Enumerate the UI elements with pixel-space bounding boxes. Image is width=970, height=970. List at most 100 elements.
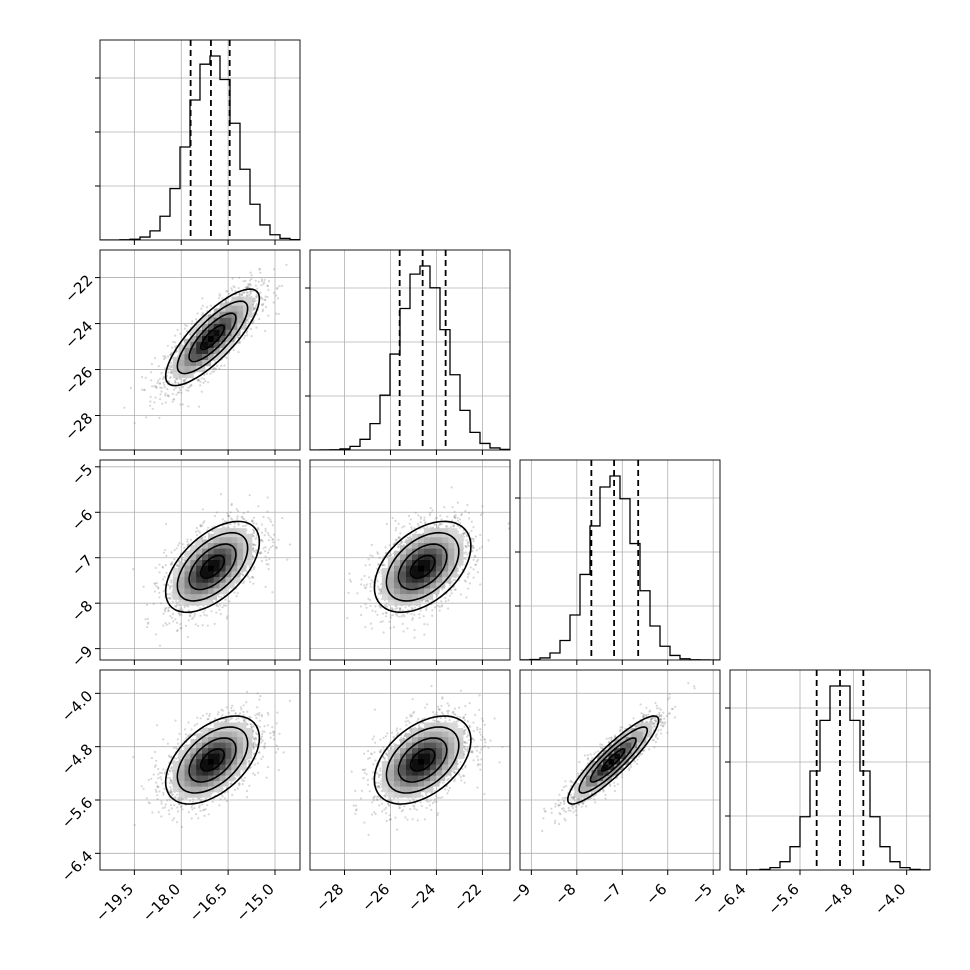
sample-point: [181, 386, 185, 389]
sample-point: [168, 593, 171, 596]
sample-point: [365, 606, 368, 609]
sample-point: [369, 590, 372, 593]
sample-point: [237, 351, 240, 354]
sample-point: [198, 378, 201, 381]
sample-point: [389, 616, 392, 619]
sample-point: [248, 293, 251, 297]
sample-point: [163, 583, 166, 586]
sample-point: [261, 310, 264, 313]
density-cell: [202, 568, 212, 578]
sample-point: [252, 547, 255, 550]
sample-point: [272, 268, 276, 271]
sample-point: [183, 606, 186, 609]
density-cell: [172, 568, 182, 578]
density-cell: [231, 326, 241, 336]
sample-point: [231, 277, 234, 280]
sample-point: [153, 385, 156, 388]
density-cell: [213, 344, 223, 354]
density-cell: [213, 326, 223, 336]
sample-point: [167, 395, 170, 398]
sample-point: [183, 379, 186, 382]
sample-point: [221, 526, 225, 529]
sample-point: [416, 522, 419, 525]
sample-point: [149, 395, 152, 399]
sample-point: [250, 520, 254, 523]
density-cell: [225, 332, 235, 342]
y-tick-label: −26: [61, 363, 96, 398]
density-cell: [190, 590, 200, 600]
sample-point: [254, 551, 258, 555]
sample-point: [248, 565, 251, 569]
sample-point: [164, 355, 167, 358]
sample-point: [233, 525, 236, 528]
sample-point: [174, 377, 177, 380]
sample-point: [436, 526, 440, 529]
sample-point: [133, 422, 136, 425]
scatter-panel-1-0: −28−26−24−22: [61, 249, 301, 455]
sample-point: [256, 287, 259, 290]
density-cell: [237, 308, 247, 318]
density-cell: [225, 573, 235, 583]
density-cell: [178, 356, 188, 366]
sample-point: [402, 630, 405, 633]
density-cell: [196, 573, 206, 583]
sample-point: [252, 543, 255, 546]
sample-point: [218, 367, 221, 370]
sample-point: [263, 281, 266, 284]
sample-point: [177, 544, 180, 547]
sample-point: [194, 530, 198, 533]
sample-point: [202, 381, 205, 384]
density-cell: [225, 556, 235, 566]
sample-point: [423, 633, 426, 636]
sample-point: [252, 300, 255, 303]
density-cell: [196, 332, 206, 342]
sample-point: [260, 297, 263, 300]
sample-point: [237, 523, 240, 527]
sample-point: [236, 592, 239, 595]
sample-point: [167, 609, 170, 613]
density-cell: [219, 320, 229, 330]
sample-point: [174, 334, 177, 337]
density-cell: [202, 590, 212, 600]
sample-point: [218, 608, 221, 611]
sample-point: [170, 585, 173, 588]
sample-point: [444, 596, 447, 600]
sample-point: [151, 407, 154, 410]
sample-point: [259, 551, 262, 554]
sample-point: [218, 293, 221, 296]
panel-frame: [99, 249, 301, 451]
sample-point: [169, 371, 172, 374]
sample-point: [243, 580, 246, 583]
density-cell: [208, 344, 218, 354]
sample-point: [434, 606, 437, 609]
sample-point: [418, 605, 421, 608]
sample-point: [178, 541, 181, 545]
sample-point: [163, 358, 166, 361]
sample-point: [475, 560, 479, 563]
sample-point: [174, 605, 177, 608]
density-cell: [213, 332, 223, 342]
sample-point: [241, 515, 244, 518]
sample-point: [232, 285, 235, 288]
sample-point: [255, 303, 258, 306]
sample-point: [199, 537, 202, 541]
sample-point: [164, 610, 167, 613]
sample-point: [155, 386, 158, 389]
sample-point: [247, 317, 250, 320]
sample-point: [187, 389, 190, 392]
sample-point: [255, 548, 258, 552]
sample-point: [256, 526, 260, 530]
panel-content: [100, 40, 300, 240]
sample-point: [260, 280, 264, 283]
sample-point: [312, 530, 314, 532]
sample-point: [166, 593, 169, 596]
density-cell: [213, 338, 223, 348]
sample-point: [265, 559, 268, 562]
sample-point: [233, 286, 236, 289]
sample-point: [454, 516, 457, 519]
sample-point: [169, 364, 172, 367]
sample-point: [176, 629, 179, 632]
sample-point: [255, 295, 258, 298]
sample-point: [255, 294, 258, 297]
sample-point: [248, 577, 251, 580]
